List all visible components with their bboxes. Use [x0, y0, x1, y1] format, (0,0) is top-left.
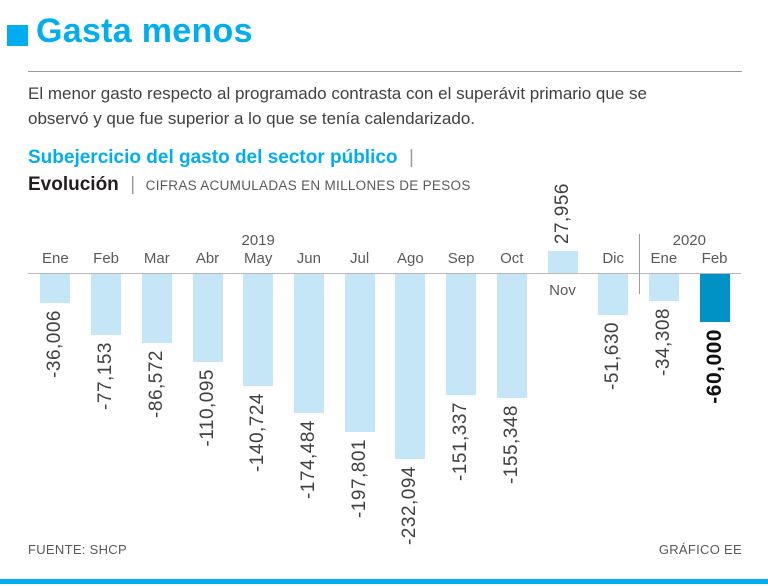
year-label: 2020: [672, 232, 706, 249]
brand-square-icon: [7, 25, 28, 46]
credit-text: GRÁFICO EE: [658, 542, 742, 557]
month-label: Ene: [42, 250, 69, 267]
chart-subtitle-row: Evolución | CIFRAS ACUMULADAS EN MILLONE…: [28, 174, 471, 196]
bar: [699, 274, 730, 322]
bar-value-label: -34,308: [652, 308, 674, 376]
bar-value-label: -232,094: [399, 466, 421, 546]
source-text: FUENTE: SHCP: [28, 542, 127, 557]
month-label: Sep: [447, 250, 475, 267]
bar-value: -51,630: [588, 322, 638, 390]
bar-value-label: -174,484: [297, 420, 319, 500]
month-label: Dic: [602, 250, 625, 267]
month-label: Jul: [350, 250, 370, 267]
bar: [446, 274, 477, 395]
bar-value: -86,572: [132, 350, 182, 418]
bar: [648, 274, 679, 301]
page-title: Gasta menos: [36, 12, 253, 50]
month-label: Nov: [549, 282, 576, 299]
bar-value: -110,095: [183, 369, 233, 447]
bar: [91, 274, 122, 335]
separator-pipe: |: [130, 174, 136, 195]
bar-value: -36,006: [30, 310, 80, 378]
bar-value: -232,094: [385, 466, 435, 545]
chart-title: Subejercicio del gasto del sector públic…: [28, 147, 398, 168]
bar-value: -60,000: [690, 329, 740, 404]
year-divider: [638, 234, 640, 294]
bar-value-label: -77,153: [95, 342, 117, 410]
month-label: Oct: [500, 250, 524, 267]
separator-pipe: |: [409, 147, 414, 168]
year-label: 2019: [241, 232, 275, 249]
bar: [598, 274, 629, 315]
bar: [344, 274, 375, 432]
bar-value-label: -86,572: [145, 350, 167, 418]
chart-subtitle-caption: CIFRAS ACUMULADAS EN MILLONES DE PESOS: [145, 178, 471, 193]
month-label: Abr: [195, 250, 220, 267]
chart: 2019 2020 Ene -36,006 Feb -77,153 Mar -86,572 Ab…: [28, 183, 741, 545]
month-label: May: [244, 250, 273, 267]
bar-value-label: 27,956: [551, 182, 573, 244]
bar: [40, 274, 71, 303]
month-label: Ago: [397, 250, 424, 267]
chart-title-row: Subejercicio del gasto del sector públic…: [28, 147, 414, 169]
bar: [547, 251, 578, 273]
month-label: Jun: [296, 250, 321, 267]
bar-value: -155,348: [487, 405, 537, 484]
bar-value-label: -140,724: [247, 393, 269, 473]
intro-text: El menor gasto respecto al programado co…: [28, 84, 647, 128]
chart-subtitle-bold: Evolución: [28, 174, 119, 195]
bar-value: -77,153: [81, 342, 131, 410]
bar-value: -151,337: [436, 402, 486, 481]
bar: [192, 274, 223, 362]
month-label: Mar: [143, 250, 170, 267]
month-label: Feb: [701, 250, 728, 267]
bar-value-label: -151,337: [450, 402, 472, 482]
title-divider: [28, 71, 742, 72]
bar-value-label: -60,000: [702, 329, 726, 404]
bar: [395, 274, 426, 459]
bar-value: -197,801: [335, 439, 385, 518]
month-label: Feb: [93, 250, 120, 267]
bar-value: -140,724: [233, 393, 283, 472]
bar-value-label: -110,095: [196, 369, 218, 447]
bar-value-label: -36,006: [44, 310, 66, 378]
bar-value-label: -197,801: [348, 439, 370, 519]
bar: [141, 274, 172, 343]
bar-value-label: -51,630: [602, 322, 624, 390]
bottom-accent-bar: [0, 579, 768, 584]
bar-value: -174,484: [284, 420, 334, 499]
bar-value: -34,308: [639, 308, 689, 376]
bar: [496, 274, 527, 398]
bar-value: 27,956: [538, 183, 588, 244]
bar-value-label: -155,348: [500, 405, 522, 485]
chart-baseline: [28, 273, 741, 274]
month-label: Ene: [650, 250, 678, 267]
bar: [243, 274, 274, 386]
bar: [293, 274, 324, 413]
